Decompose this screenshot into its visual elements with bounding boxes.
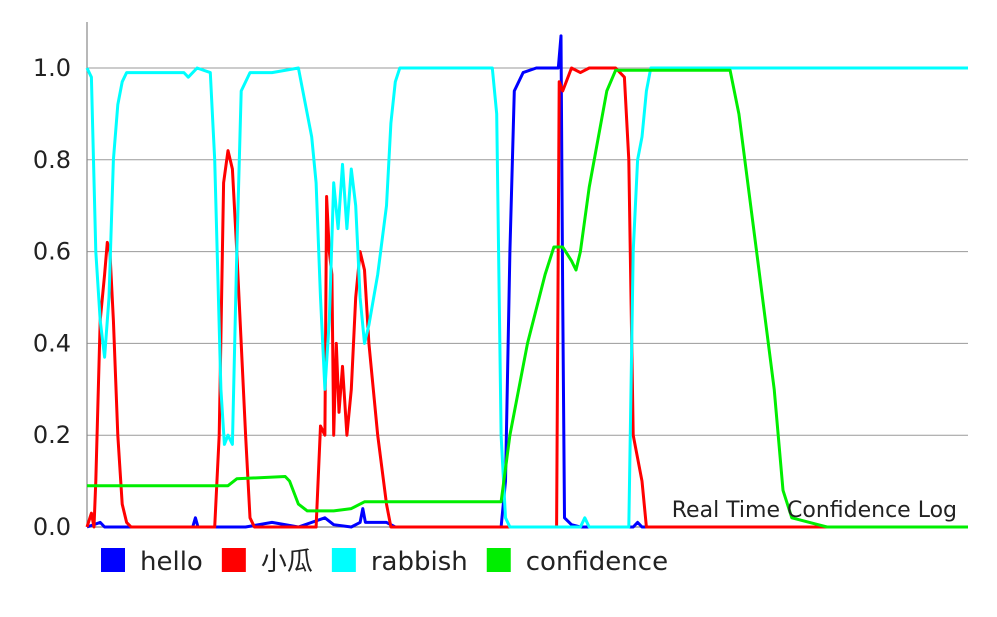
series-line-confidence xyxy=(87,68,968,529)
legend: hello 小瓜 rabbish confidence xyxy=(101,547,668,577)
y-tick-labels: 0.0 0.2 0.4 0.6 0.8 1.0 xyxy=(33,54,71,541)
legend-label: hello xyxy=(140,547,203,577)
legend-swatch xyxy=(101,548,125,572)
legend-swatch xyxy=(331,548,356,572)
legend-swatch xyxy=(486,548,511,572)
legend-swatch xyxy=(221,548,246,572)
legend-label: rabbish xyxy=(371,547,468,577)
y-tick-label: 0.4 xyxy=(33,329,71,357)
y-tick-label: 0.6 xyxy=(33,238,71,266)
legend-label: confidence xyxy=(526,547,668,577)
series-lines xyxy=(85,34,968,529)
y-tick-label: 1.0 xyxy=(33,54,71,82)
legend-label: 小瓜 xyxy=(261,547,313,577)
chart-description: Real Time Confidence Log xyxy=(672,498,957,523)
y-tick-label: 0.8 xyxy=(33,146,71,174)
y-tick-label: 0.0 xyxy=(33,513,71,541)
y-tick-label: 0.2 xyxy=(33,421,71,449)
series-line-rabbish xyxy=(85,66,968,529)
